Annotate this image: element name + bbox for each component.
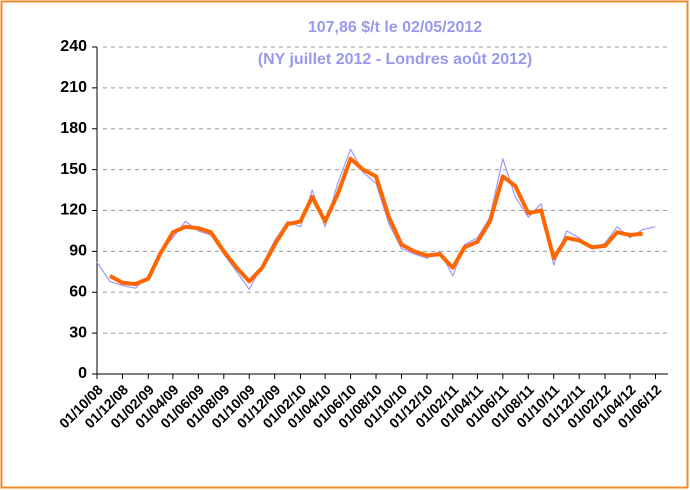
- y-tick-label: 150: [60, 161, 87, 178]
- y-tick-label: 0: [78, 365, 87, 382]
- chart-subtitle: (NY juillet 2012 - Londres août 2012): [258, 51, 532, 68]
- series-line: [108, 156, 643, 287]
- y-tick-label: 180: [60, 120, 87, 137]
- chart-title: 107,86 $/t le 02/05/2012: [308, 19, 482, 36]
- y-tick-label: 30: [69, 324, 87, 341]
- y-tick-label: 240: [60, 38, 87, 55]
- y-tick-label: 60: [69, 283, 87, 300]
- y-tick-label: 120: [60, 202, 87, 219]
- y-tick-label: 90: [69, 243, 87, 260]
- y-tick-label: 210: [60, 79, 87, 96]
